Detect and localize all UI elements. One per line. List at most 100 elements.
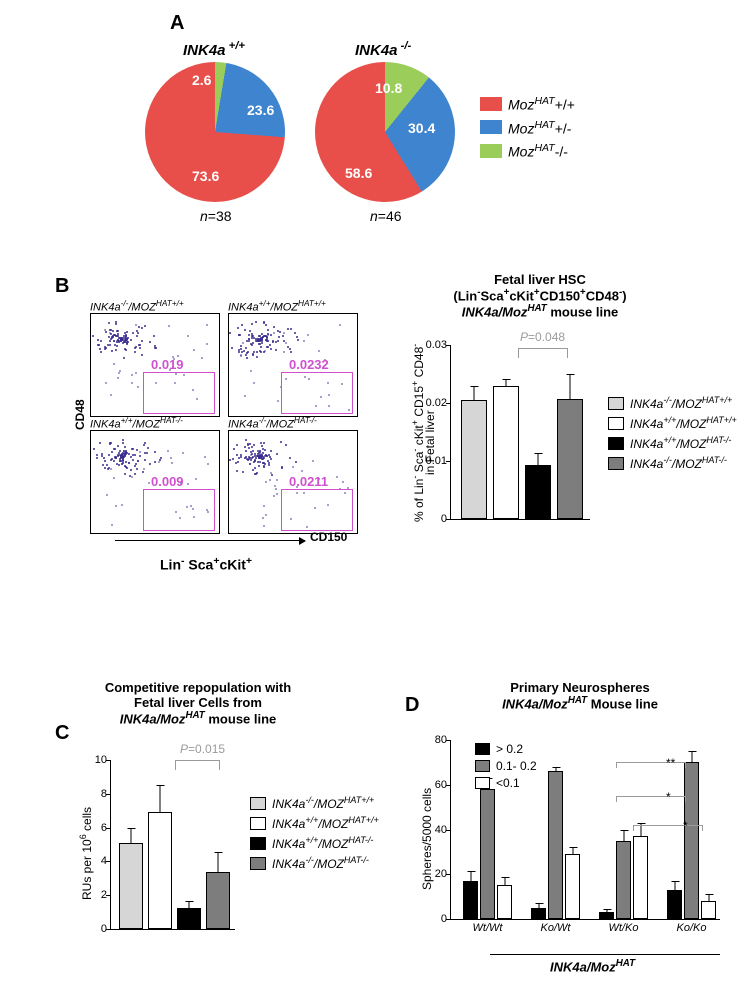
pie-right-green-label: 10.8: [375, 80, 402, 96]
panel-c-bracket: [175, 760, 220, 770]
x-tick-label: Ko/Wt: [541, 919, 571, 934]
facs-x-arrow: [115, 540, 305, 541]
error-bar: [160, 785, 161, 812]
legend-swatch: [250, 857, 266, 870]
error-bar: [708, 894, 709, 901]
x-tick-label: Wt/Ko: [609, 919, 639, 934]
legend-item: INK4a-/-/MOZHAT-/-: [608, 455, 737, 471]
facs-bottom-label: Lin- Sca+cKit+: [160, 555, 252, 573]
legend-swatch: [608, 397, 624, 410]
bar: [667, 890, 682, 919]
y-tick-mark: [106, 760, 111, 761]
legend-item: INK4a+/+/MOZHAT-/-: [250, 835, 379, 851]
legend-swatch: [475, 777, 490, 789]
legend-text: MozHAT+/-: [508, 119, 571, 137]
panel-b-y-axis-label-2: in Fetal liver: [423, 410, 437, 475]
legend-text: INK4a+/+/MOZHAT+/+: [630, 415, 737, 431]
facs-panel: 0.019: [90, 313, 220, 417]
y-tick-mark: [446, 461, 451, 462]
bar: [599, 912, 614, 919]
panel-c-label: C: [55, 722, 69, 745]
legend-text: 0.1- 0.2: [496, 759, 537, 773]
error-bar: [674, 881, 675, 890]
panel-d-xaxis-underline: [490, 954, 720, 955]
bar: [633, 836, 648, 919]
legend-swatch: [608, 437, 624, 450]
pie-left-red-label: 73.6: [192, 168, 219, 184]
panel-b-bar-chart: 00.010.020.03: [450, 345, 590, 520]
legend-text: INK4a+/+/MOZHAT-/-: [272, 835, 373, 851]
legend-swatch: [475, 760, 490, 772]
panel-c-title: Competitive repopulation with Fetal live…: [78, 680, 318, 726]
facs-x-axis-label: CD150: [310, 530, 347, 544]
error-bar: [623, 830, 624, 841]
legend-item: MozHAT+/-: [480, 119, 575, 137]
error-bar: [474, 386, 475, 401]
facs-gate: [281, 489, 353, 531]
bar: [119, 843, 143, 929]
bar: [616, 841, 631, 919]
panel-c-legend: INK4a-/-/MOZHAT+/+INK4a+/+/MOZHAT+/+INK4…: [250, 795, 379, 875]
error-bar: [218, 852, 219, 871]
y-tick-mark: [446, 919, 451, 920]
error-bar: [555, 767, 556, 771]
legend-swatch: [608, 457, 624, 470]
facs-gate-value: 0.0211: [289, 474, 328, 489]
legend-text: INK4a+/+/MOZHAT-/-: [630, 435, 731, 451]
legend-item: INK4a-/-/MOZHAT+/+: [608, 395, 737, 411]
panel-d-xaxis-label: INK4a/MozHAT: [550, 958, 635, 974]
error-bar: [572, 847, 573, 854]
panel-b-bracket: [518, 348, 568, 358]
sig-label: *: [666, 790, 671, 804]
bar: [684, 762, 699, 919]
legend-text: > 0.2: [496, 742, 523, 756]
y-tick-mark: [446, 740, 451, 741]
legend-text: INK4a-/-/MOZHAT+/+: [630, 395, 732, 411]
pie-right-blue-label: 30.4: [408, 120, 435, 136]
legend-item: > 0.2: [475, 742, 537, 756]
panel-c-pval: P=0.015: [180, 742, 225, 756]
sig-label: **: [666, 756, 675, 770]
pie-left-blue-label: 23.6: [247, 102, 274, 118]
pie-left-n: n=38: [200, 208, 232, 224]
facs-panel-title: INK4a-/-/MOZHAT-/-: [228, 416, 317, 431]
bar: [701, 901, 716, 919]
legend-swatch: [608, 417, 624, 430]
bar: [148, 812, 172, 929]
error-bar: [570, 374, 571, 399]
error-bar: [131, 828, 132, 843]
panel-d-label: D: [405, 694, 419, 717]
legend-item: INK4a+/+/MOZHAT+/+: [608, 415, 737, 431]
panel-a-title-left: INK4a +/+: [183, 40, 245, 59]
panel-c-bar-chart: 0246810: [110, 760, 235, 930]
legend-swatch: [250, 817, 266, 830]
facs-panel-title: INK4a+/+/MOZHAT+/+: [228, 299, 326, 314]
facs-panel: 0.0232: [228, 313, 358, 417]
error-bar: [506, 379, 507, 386]
panel-b-chart-title: Fetal liver HSC (Lin-Sca+cKit+CD150+CD48…: [430, 272, 650, 320]
error-bar: [606, 909, 607, 912]
legend-item: INK4a-/-/MOZHAT-/-: [250, 855, 379, 871]
legend-text: MozHAT+/+: [508, 95, 575, 113]
legend-item: INK4a+/+/MOZHAT-/-: [608, 435, 737, 451]
y-tick-mark: [446, 830, 451, 831]
facs-gate: [143, 489, 215, 531]
y-tick-mark: [106, 929, 111, 930]
error-bar: [538, 903, 539, 907]
x-tick-label: Wt/Wt: [473, 919, 503, 934]
facs-panel: 0.009: [90, 430, 220, 534]
error-bar: [470, 871, 471, 881]
legend-text: MozHAT-/-: [508, 142, 568, 160]
bar: [480, 789, 495, 919]
facs-panel-title: INK4a+/+/MOZHAT-/-: [90, 416, 183, 431]
legend-text: INK4a+/+/MOZHAT+/+: [272, 815, 379, 831]
legend-swatch: [250, 797, 266, 810]
bar: [548, 771, 563, 919]
bar: [531, 908, 546, 919]
legend-text: INK4a-/-/MOZHAT-/-: [272, 855, 369, 871]
legend-swatch: [480, 144, 502, 158]
facs-gate-value: 0.019: [151, 357, 184, 372]
panel-b-legend: INK4a-/-/MOZHAT+/+ INK4a+/+/MOZHAT+/+ INK4…: [608, 395, 737, 475]
facs-gate-value: 0.009: [151, 474, 184, 489]
legend-text: INK4a-/-/MOZHAT-/-: [630, 455, 727, 471]
